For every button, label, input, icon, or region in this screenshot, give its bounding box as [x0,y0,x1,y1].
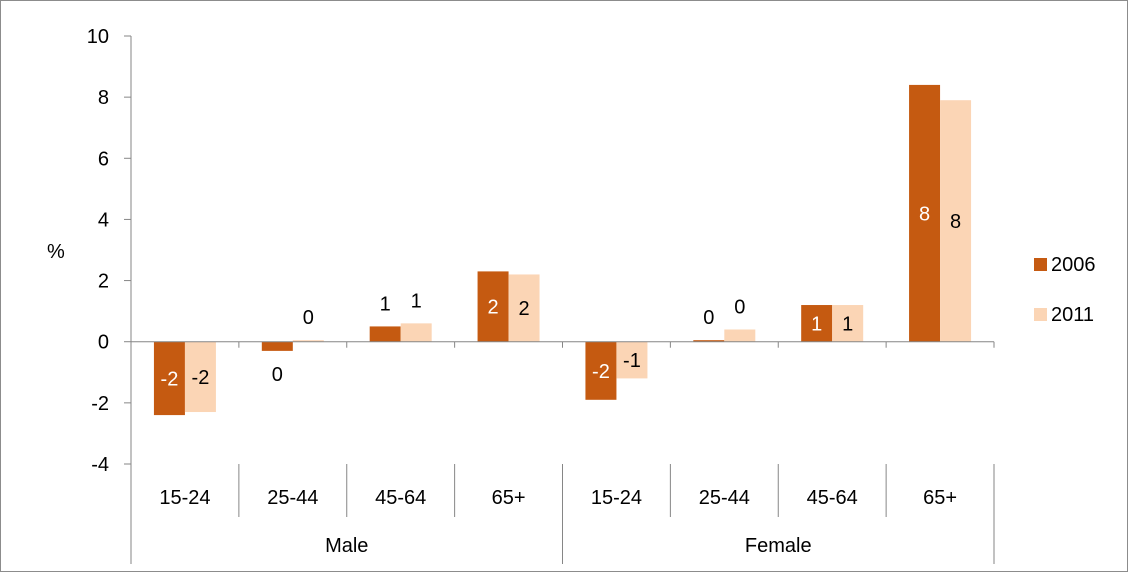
data-label-2011-45-64: 1 [411,290,422,312]
bar-2011-15-24 [616,341,648,379]
data-label-2011-15-24: -1 [623,350,641,372]
bar-2011-65+ [508,274,540,342]
data-label-2006-65+: 8 [919,203,930,225]
data-label-2011-65+: 8 [950,211,961,233]
legend-swatch-2006 [1034,258,1047,271]
bar-2011-25-44 [724,329,756,342]
data-label-2006-25-44: 0 [703,307,714,329]
data-label-2006-45-64: 1 [811,313,822,335]
y-tick-label: 10 [87,26,109,48]
data-label-2011-65+: 2 [519,298,530,320]
bar-2006-65+ [477,271,509,342]
bar-2011-25-44 [292,340,324,342]
legend: 2006 2011 [1034,254,1096,326]
x-group-label: Male [325,535,368,557]
bar-2006-45-64 [369,326,401,342]
data-label-2006-15-24: -2 [592,361,610,383]
data-label-2011-15-24: -2 [192,367,210,389]
bar-2006-65+ [909,84,941,342]
bars-layer [153,84,972,416]
x-category-label: 65+ [923,487,957,509]
data-label-2006-45-64: 1 [380,293,391,315]
y-tick-label: -4 [91,454,109,476]
bar-2006-25-44 [693,340,725,342]
x-category-label: 15-24 [159,487,210,509]
y-tick-label: 2 [98,271,109,293]
y-tick-label: -2 [91,393,109,415]
x-category-label: 25-44 [699,487,750,509]
bar-2006-15-24 [585,341,617,400]
legend-label-2011: 2011 [1051,304,1094,326]
x-category-label: 15-24 [591,487,642,509]
data-label-2006-15-24: -2 [161,368,179,390]
bar-2011-45-64 [400,323,432,342]
y-tick-label: 8 [98,87,109,109]
bar-2011-65+ [940,100,972,342]
bar-2006-15-24 [153,341,185,416]
bar-2011-45-64 [832,305,864,342]
data-label-2006-25-44: 0 [272,364,283,386]
bar-2006-45-64 [801,305,833,342]
y-tick-label: 0 [98,332,109,354]
y-axis-unit-label: % [47,241,65,263]
data-label-2011-25-44: 0 [734,296,745,318]
x-category-label: 25-44 [267,487,318,509]
data-label-2011-25-44: 0 [303,307,314,329]
x-category-label: 45-64 [375,487,426,509]
labels-layer: -2 0 1 2 -2 0 1 8 -2 0 1 2 -1 0 1 8 [161,203,962,390]
data-label-2006-65+: 2 [488,297,499,319]
x-category-label: 45-64 [807,487,858,509]
legend-label-2006: 2006 [1051,254,1096,276]
bar-2011-15-24 [184,341,216,413]
bar-2006-25-44 [261,341,293,351]
y-tick-label: 4 [98,209,109,231]
x-group-label: Female [745,535,812,557]
y-tick-label: 6 [98,148,109,170]
legend-swatch-2011 [1034,308,1047,321]
data-label-2011-45-64: 1 [842,313,853,335]
x-category-label: 65+ [492,487,526,509]
